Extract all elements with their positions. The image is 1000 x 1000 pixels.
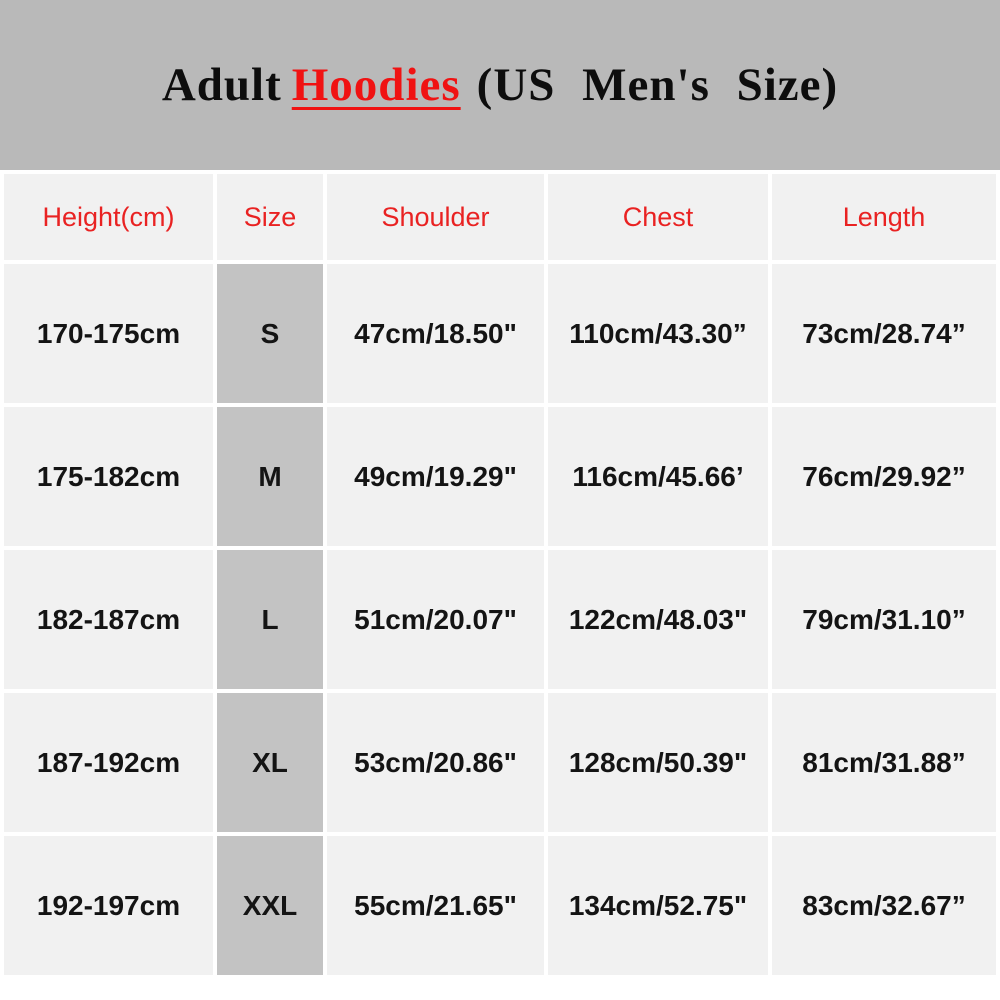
cell-length: 76cm/29.92”	[772, 407, 996, 546]
cell-height: 170-175cm	[4, 264, 213, 403]
cell-size: S	[217, 264, 323, 403]
cell-size: XXL	[217, 836, 323, 975]
cell-length: 79cm/31.10”	[772, 550, 996, 689]
cell-chest: 116cm/45.66’	[548, 407, 768, 546]
cell-size: XL	[217, 693, 323, 832]
table-row-xl: 187-192cm XL 53cm/20.86" 128cm/50.39" 81…	[4, 693, 996, 832]
cell-height: 187-192cm	[4, 693, 213, 832]
cell-height: 175-182cm	[4, 407, 213, 546]
cell-chest: 122cm/48.03"	[548, 550, 768, 689]
cell-shoulder: 49cm/19.29"	[327, 407, 544, 546]
column-header-height: Height(cm)	[4, 174, 213, 260]
table-row-s: 170-175cm S 47cm/18.50" 110cm/43.30” 73c…	[4, 264, 996, 403]
cell-chest: 128cm/50.39"	[548, 693, 768, 832]
title-suffix: (US Men's Size)	[476, 59, 839, 111]
cell-shoulder: 55cm/21.65"	[327, 836, 544, 975]
table-row-l: 182-187cm L 51cm/20.07" 122cm/48.03" 79c…	[4, 550, 996, 689]
cell-size: M	[217, 407, 323, 546]
cell-chest: 134cm/52.75"	[548, 836, 768, 975]
column-header-length: Length	[772, 174, 996, 260]
cell-shoulder: 51cm/20.07"	[327, 550, 544, 689]
cell-shoulder: 53cm/20.86"	[327, 693, 544, 832]
column-header-shoulder: Shoulder	[327, 174, 544, 260]
page-title: Adult Hoodies (US Men's Size)	[162, 58, 838, 112]
cell-height: 192-197cm	[4, 836, 213, 975]
column-header-chest: Chest	[548, 174, 768, 260]
cell-height: 182-187cm	[4, 550, 213, 689]
size-chart-table: Height(cm) Size Shoulder Chest Length 17…	[0, 170, 1000, 979]
banner: Adult Hoodies (US Men's Size)	[0, 0, 1000, 170]
header-row: Height(cm) Size Shoulder Chest Length	[4, 174, 996, 260]
cell-chest: 110cm/43.30”	[548, 264, 768, 403]
table-row-xxl: 192-197cm XXL 55cm/21.65" 134cm/52.75" 8…	[4, 836, 996, 975]
cell-length: 81cm/31.88”	[772, 693, 996, 832]
cell-length: 73cm/28.74”	[772, 264, 996, 403]
cell-size: L	[217, 550, 323, 689]
column-header-size: Size	[217, 174, 323, 260]
table-row-m: 175-182cm M 49cm/19.29" 116cm/45.66’ 76c…	[4, 407, 996, 546]
title-highlight: Hoodies	[291, 59, 461, 111]
title-prefix: Adult	[161, 59, 282, 111]
cell-shoulder: 47cm/18.50"	[327, 264, 544, 403]
cell-length: 83cm/32.67”	[772, 836, 996, 975]
